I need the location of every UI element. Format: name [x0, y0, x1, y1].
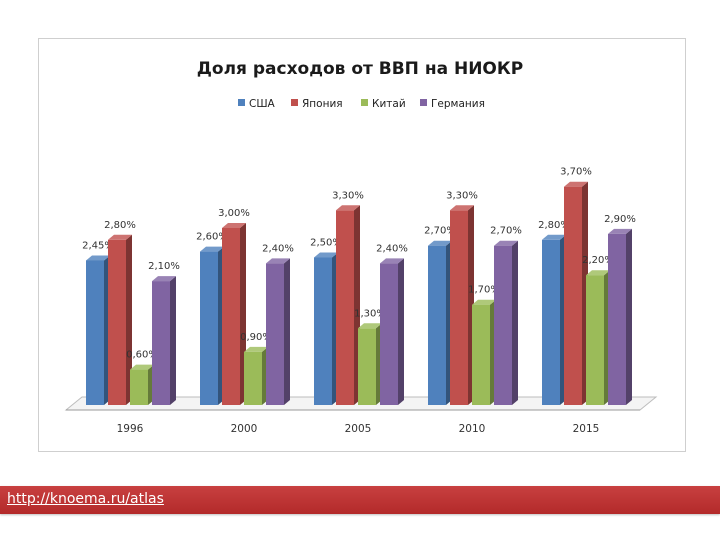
bar-1996-0	[86, 255, 110, 405]
chart-legend: США Япония Китай Германия	[238, 98, 485, 110]
legend-swatch-1	[291, 99, 298, 106]
bar-2010-3	[494, 240, 518, 405]
bar-2010-1	[450, 205, 474, 405]
bar-1996-3	[152, 276, 176, 405]
data-label-2005-0: 2,50%	[310, 238, 342, 249]
legend-swatch-3	[420, 99, 427, 106]
data-label-2015-2: 2,20%	[582, 255, 614, 266]
data-label-2010-2: 1,70%	[468, 285, 500, 296]
data-label-1996-2: 0,60%	[126, 350, 158, 361]
legend-swatch-0	[238, 99, 245, 106]
data-label-2005-3: 2,40%	[376, 243, 408, 254]
data-label-2000-1: 3,00%	[218, 208, 250, 219]
bar-1996-1	[108, 234, 132, 405]
data-label-2000-2: 0,90%	[240, 332, 272, 343]
data-label-2000-0: 2,60%	[196, 232, 228, 243]
x-axis-ticks: 1996 2000 2005 2010 2015	[117, 423, 600, 435]
data-label-2005-1: 3,30%	[332, 190, 364, 201]
source-link[interactable]: http://knoema.ru/atlas	[7, 491, 164, 507]
x-tick-2000: 2000	[231, 423, 258, 435]
legend-swatch-2	[361, 99, 368, 106]
x-tick-2010: 2010	[459, 423, 486, 435]
bar-2000-1	[222, 223, 246, 405]
bar-2015-1	[564, 181, 588, 405]
bar-2010-2	[472, 299, 496, 405]
data-label-2010-0: 2,70%	[424, 226, 456, 237]
bar-2015-2	[586, 270, 610, 405]
data-label-1996-1: 2,80%	[104, 220, 136, 231]
x-tick-2005: 2005	[345, 423, 372, 435]
data-label-2005-2: 1,30%	[354, 308, 386, 319]
legend-entry-2: Китай	[372, 98, 406, 110]
bar-1996-2	[130, 364, 154, 405]
bar-2005-3	[380, 258, 404, 405]
data-label-2015-0: 2,80%	[538, 220, 570, 231]
x-tick-2015: 2015	[573, 423, 600, 435]
data-label-1996-3: 2,10%	[148, 261, 180, 272]
data-label-2010-3: 2,70%	[490, 226, 522, 237]
bar-2000-2	[244, 346, 268, 405]
bar-2010-0	[428, 240, 452, 405]
bar-2005-2	[358, 323, 382, 405]
data-label-2010-1: 3,30%	[446, 190, 478, 201]
data-label-2015-3: 2,90%	[604, 214, 636, 225]
legend-entry-3: Германия	[431, 98, 485, 110]
data-label-2015-1: 3,70%	[560, 167, 592, 178]
data-label-2000-3: 2,40%	[262, 243, 294, 254]
bar-2005-0	[314, 252, 338, 405]
bar-2005-1	[336, 205, 360, 405]
x-tick-1996: 1996	[117, 423, 144, 435]
bars-group: 2,45% 2,80% 0,60% 2,10% 2,60% 3,00% 0,90% 2,40%…	[82, 167, 636, 405]
bar-2015-0	[542, 234, 566, 405]
bar-2015-3	[608, 228, 632, 405]
bar-2000-0	[200, 246, 224, 405]
data-label-1996-0: 2,45%	[82, 240, 114, 251]
legend-entry-1: Япония	[302, 98, 343, 110]
footer-bar: http://knoema.ru/atlas	[0, 486, 720, 514]
bar-2000-3	[266, 258, 290, 405]
legend-entry-0: США	[249, 98, 276, 110]
chart-title: Доля расходов от ВВП на НИОКР	[197, 59, 523, 79]
